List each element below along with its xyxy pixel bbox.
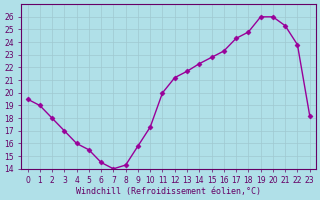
- X-axis label: Windchill (Refroidissement éolien,°C): Windchill (Refroidissement éolien,°C): [76, 187, 261, 196]
